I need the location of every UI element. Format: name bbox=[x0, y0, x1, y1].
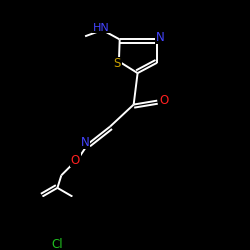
Text: S: S bbox=[114, 57, 121, 70]
Text: N: N bbox=[156, 30, 164, 44]
Text: N: N bbox=[80, 136, 89, 149]
Text: HN: HN bbox=[92, 23, 109, 33]
Text: Cl: Cl bbox=[52, 238, 63, 250]
Text: O: O bbox=[159, 94, 168, 107]
Text: O: O bbox=[71, 154, 80, 167]
